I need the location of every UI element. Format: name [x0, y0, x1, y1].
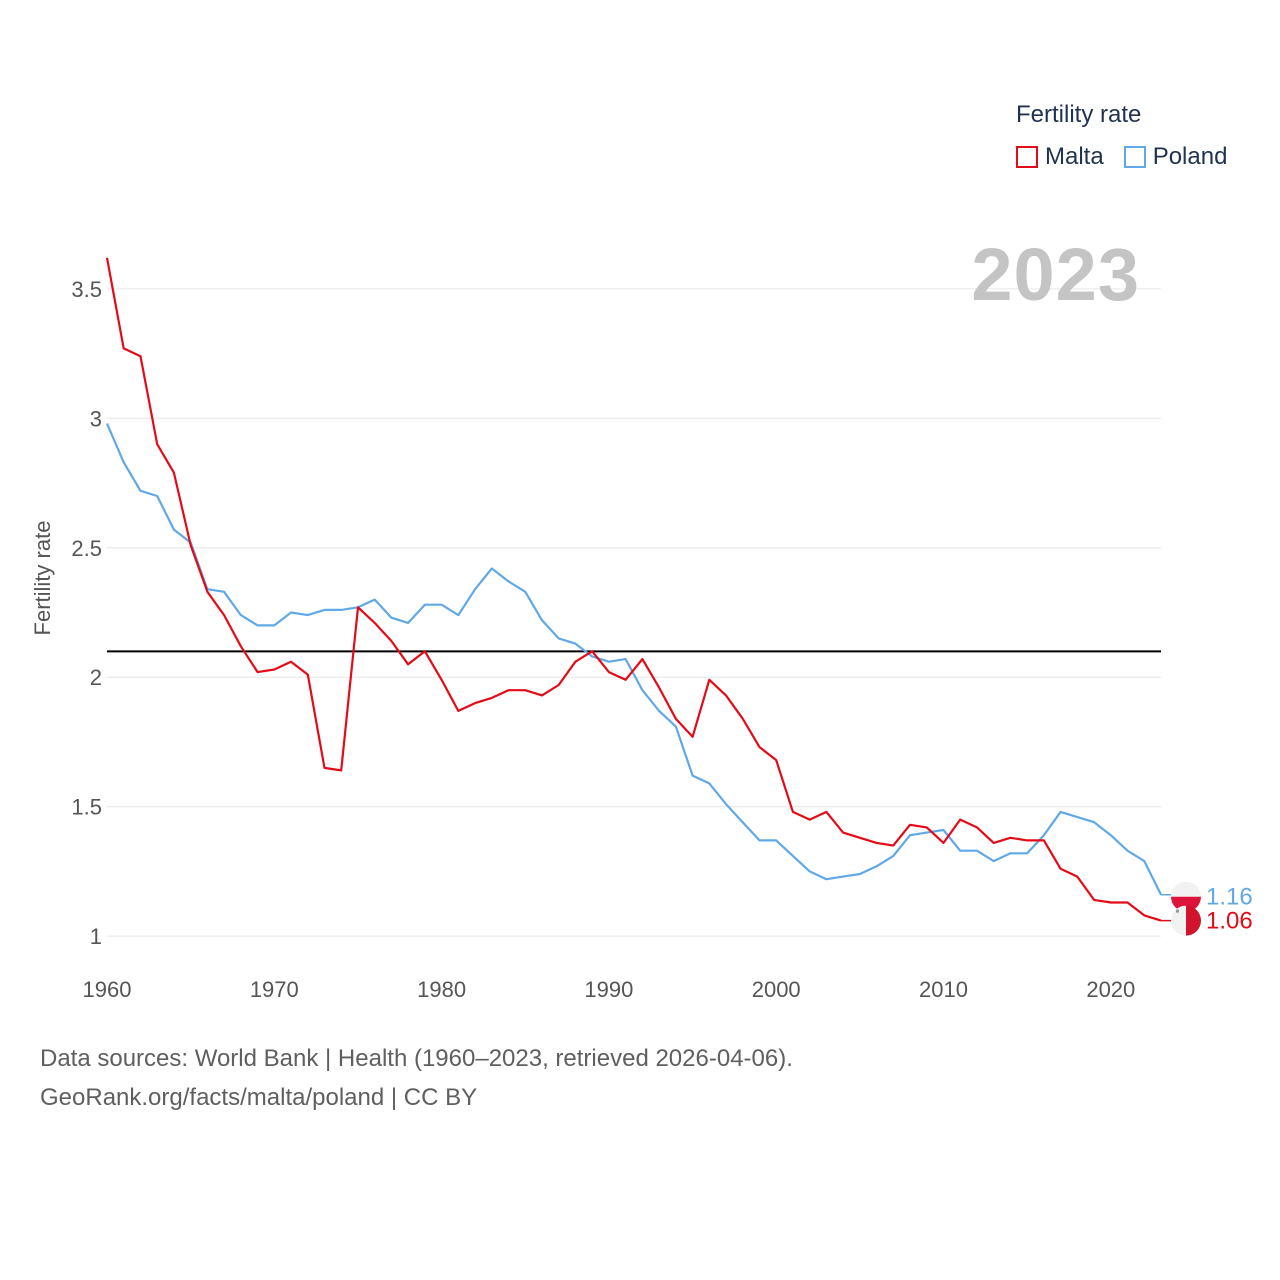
x-tick-label: 1970 — [250, 977, 299, 1002]
x-tick-label: 2010 — [919, 977, 968, 1002]
y-tick-label: 2.5 — [71, 536, 102, 561]
end-value-label-malta: 1.06 — [1206, 908, 1253, 935]
legend-swatch-malta — [1016, 146, 1038, 168]
legend-label-malta: Malta — [1045, 143, 1104, 170]
series-line-poland — [105, 423, 1162, 896]
legend-label-poland: Poland — [1152, 143, 1228, 170]
legend-item-poland[interactable]: Poland — [1123, 143, 1228, 171]
x-tick-label: 1980 — [417, 977, 466, 1002]
legend-item-malta[interactable]: Malta — [1016, 143, 1104, 171]
legend-swatch-poland — [1123, 146, 1146, 168]
legend: Malta Poland — [1016, 143, 1247, 171]
y-tick-label: 2 — [90, 665, 102, 690]
x-tick-label: 2020 — [1086, 977, 1135, 1002]
y-tick-label: 3 — [90, 406, 102, 431]
x-tick-label: 1960 — [83, 977, 132, 1002]
data-source-text: Data sources: World Bank | Health (1960–… — [40, 1045, 793, 1072]
y-tick-label: 1 — [90, 924, 102, 949]
attribution-text: GeoRank.org/facts/malta/poland | CC BY — [40, 1084, 478, 1111]
series-line-malta — [105, 257, 1162, 922]
x-tick-label: 2000 — [752, 977, 801, 1002]
x-tick-label: 1990 — [584, 977, 633, 1002]
malta-flag-icon — [1171, 905, 1201, 936]
legend-title: Fertility rate — [1016, 101, 1142, 128]
year-overlay: 2023 — [971, 233, 1140, 316]
end-value-label-poland: 1.16 — [1206, 884, 1253, 911]
y-axis-label: Fertility rate — [30, 520, 55, 636]
y-tick-label: 3.5 — [71, 277, 102, 302]
y-tick-label: 1.5 — [71, 795, 102, 820]
